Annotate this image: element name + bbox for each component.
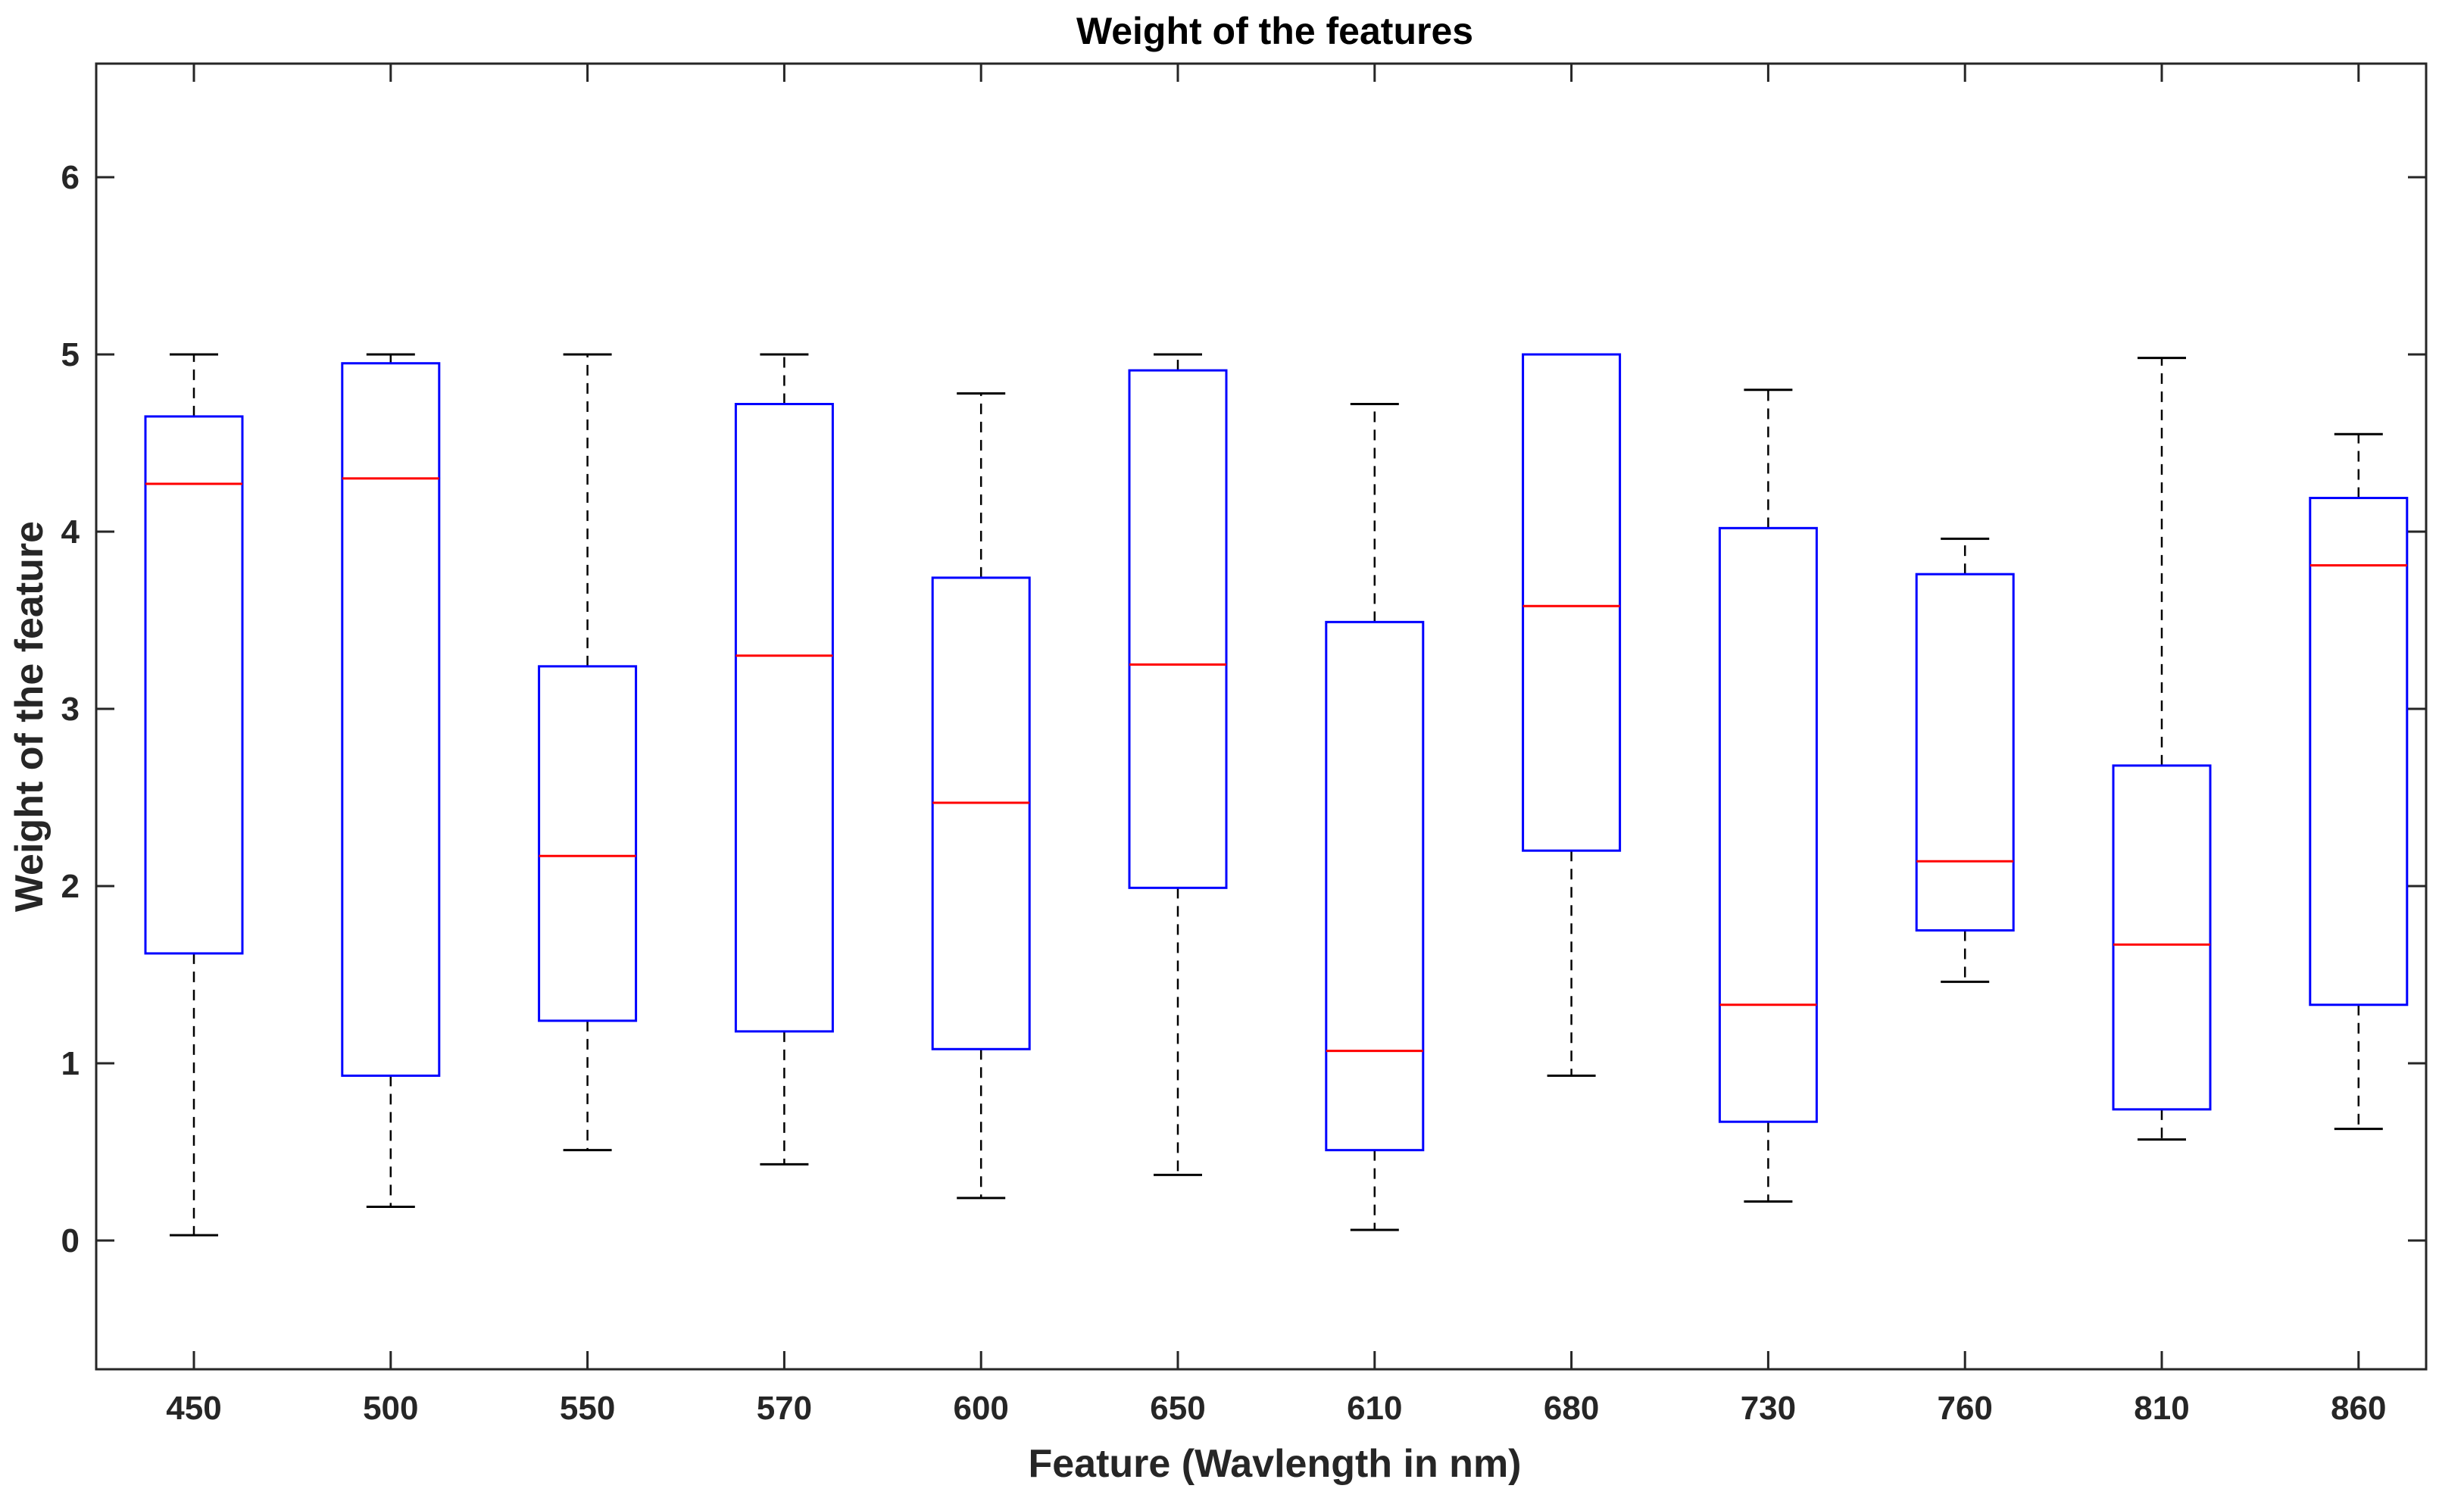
- y-tick-label: 5: [61, 336, 80, 373]
- box-570: [734, 353, 834, 1166]
- box-600: [931, 392, 1031, 1200]
- x-tick-label: 610: [1347, 1390, 1402, 1427]
- box-body: [2309, 497, 2409, 1006]
- chart-title: Weight of the features: [1076, 10, 1473, 52]
- box-730: [1718, 389, 1818, 1203]
- box-760: [1915, 537, 2015, 983]
- x-tick-label: 680: [1544, 1390, 1599, 1427]
- box-body: [734, 403, 834, 1033]
- y-tick-label: 3: [61, 691, 80, 728]
- x-tick-label: 450: [166, 1390, 221, 1427]
- box-body: [144, 415, 244, 955]
- box-610: [1325, 403, 1425, 1231]
- box-body: [1128, 369, 1228, 889]
- box-650: [1128, 353, 1228, 1176]
- x-tick-label: 600: [953, 1390, 1008, 1427]
- box-body: [1325, 620, 1425, 1152]
- x-tick-label: 550: [560, 1390, 615, 1427]
- x-tick-label: 500: [363, 1390, 418, 1427]
- box-series: [144, 353, 2409, 1237]
- box-body: [1915, 573, 2015, 932]
- x-axis-title: Feature (Wavlength in nm): [1029, 1442, 1522, 1486]
- x-tick-label: 760: [1937, 1390, 1992, 1427]
- y-axis: 0 1 2 3 4 5 6: [61, 159, 2426, 1259]
- box-550: [538, 353, 638, 1152]
- box-body: [538, 665, 638, 1022]
- box-body: [1522, 353, 1622, 852]
- x-tick-label: 860: [2331, 1390, 2386, 1427]
- x-axis: 450 500 550 570 600 650 610 680 730 760 810 860: [166, 64, 2387, 1427]
- x-tick-label: 570: [757, 1390, 812, 1427]
- y-tick-label: 0: [61, 1222, 80, 1259]
- box-810: [2112, 357, 2212, 1141]
- x-tick-label: 650: [1150, 1390, 1205, 1427]
- x-tick-label: 810: [2134, 1390, 2189, 1427]
- x-tick-label: 730: [1741, 1390, 1796, 1427]
- box-body: [2112, 764, 2212, 1111]
- y-tick-label: 4: [61, 513, 80, 551]
- y-tick-label: 2: [61, 868, 80, 905]
- box-680: [1522, 353, 1622, 1077]
- box-body: [341, 362, 441, 1077]
- plot-frame: [95, 62, 2428, 1371]
- box-860: [2309, 432, 2409, 1131]
- y-tick-label: 1: [61, 1045, 80, 1082]
- box-450: [144, 353, 244, 1237]
- y-tick-label: 6: [61, 159, 80, 196]
- box-body: [931, 576, 1031, 1050]
- box-body: [1718, 526, 1818, 1123]
- y-axis-title: Weight of the feature: [8, 521, 52, 912]
- box-500: [341, 353, 441, 1209]
